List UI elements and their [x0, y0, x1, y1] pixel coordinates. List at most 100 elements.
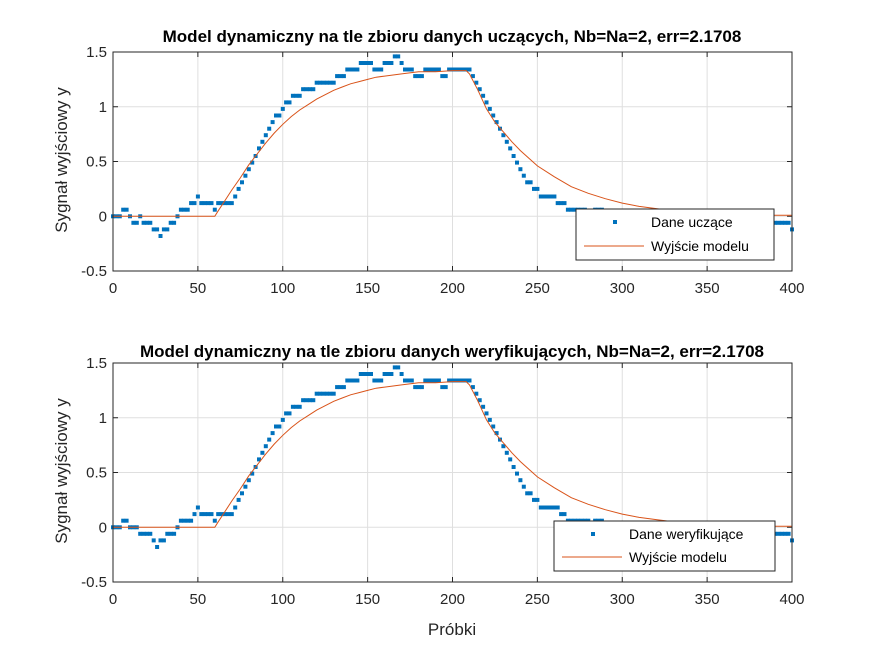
legend-box	[553, 520, 776, 572]
x-tick-label: 200	[440, 280, 465, 297]
data-point	[440, 385, 445, 390]
data-point	[331, 80, 336, 85]
data-point	[436, 378, 441, 383]
legend-label-data: Dane weryfikujące	[629, 526, 744, 542]
data-point	[260, 450, 265, 455]
legend-marker-data	[591, 532, 595, 536]
x-tick-label: 350	[695, 591, 720, 608]
data-point	[172, 220, 177, 225]
data-point	[172, 531, 177, 536]
data-point	[294, 404, 299, 409]
data-point	[389, 61, 394, 65]
data-point	[284, 100, 289, 105]
data-point	[182, 207, 187, 212]
data-point	[134, 220, 139, 225]
data-point	[250, 471, 255, 476]
data-point	[392, 365, 397, 370]
data-point	[141, 220, 146, 225]
data-point	[324, 391, 329, 396]
data-point	[555, 201, 560, 206]
x-tick-label: 150	[355, 280, 380, 297]
x-tick-label: 100	[270, 280, 295, 297]
data-point	[192, 512, 197, 517]
data-point	[355, 378, 360, 383]
data-point	[386, 372, 390, 376]
data-point	[423, 378, 428, 383]
data-point	[776, 220, 781, 225]
data-point	[372, 67, 377, 72]
data-point	[226, 512, 231, 517]
data-point	[481, 93, 486, 98]
data-point	[542, 194, 547, 199]
data-point	[542, 505, 547, 510]
data-point	[223, 201, 227, 206]
data-point	[559, 512, 564, 517]
x-tick-label: 250	[525, 591, 550, 608]
data-point	[314, 80, 319, 85]
data-point	[267, 437, 272, 442]
data-point	[277, 424, 282, 429]
data-point	[409, 67, 414, 72]
data-point	[274, 424, 278, 429]
data-point	[189, 201, 194, 206]
data-point	[508, 146, 513, 151]
data-point	[348, 378, 353, 383]
data-point	[447, 67, 452, 72]
data-point	[192, 201, 197, 206]
data-point	[165, 531, 170, 536]
data-point	[484, 100, 489, 105]
data-point	[341, 74, 346, 79]
data-point	[168, 531, 173, 536]
chart-title: Model dynamiczny na tle zbioru danych uc…	[163, 27, 742, 46]
data-point	[199, 512, 204, 517]
data-point	[121, 207, 126, 212]
data-point	[294, 93, 299, 98]
data-point	[535, 186, 540, 191]
data-point	[504, 450, 509, 455]
data-point	[532, 497, 536, 502]
data-point	[450, 378, 455, 383]
data-point	[318, 391, 323, 396]
data-point	[338, 74, 343, 79]
data-point	[549, 194, 553, 199]
data-point	[491, 113, 496, 118]
data-point	[525, 491, 530, 496]
data-point	[348, 67, 353, 72]
data-point	[549, 505, 553, 510]
data-point	[436, 67, 441, 72]
data-point	[304, 87, 309, 92]
subplot-validation: Model dynamiczny na tle zbioru danych we…	[52, 342, 805, 639]
data-point	[321, 80, 326, 85]
x-tick-label: 50	[190, 591, 207, 608]
data-point	[426, 378, 431, 383]
data-point	[508, 457, 513, 462]
data-point	[545, 194, 550, 199]
data-point	[528, 180, 533, 185]
data-point	[572, 207, 577, 212]
data-point	[158, 234, 163, 238]
data-point	[419, 385, 424, 390]
data-point	[521, 484, 526, 489]
data-point	[443, 74, 448, 79]
data-point	[335, 385, 340, 390]
data-point	[212, 518, 217, 523]
data-point	[257, 457, 261, 462]
data-point	[440, 74, 445, 79]
data-point	[457, 378, 462, 383]
data-point	[155, 227, 160, 232]
data-point	[474, 391, 479, 396]
y-tick-label: 0.5	[86, 465, 107, 482]
x-tick-label: 350	[695, 280, 720, 297]
data-point	[287, 411, 292, 416]
data-point	[267, 126, 272, 131]
data-point	[277, 113, 282, 118]
data-point	[318, 80, 323, 85]
data-point	[426, 67, 431, 72]
legend-label-model: Wyjście modelu	[651, 238, 749, 254]
data-point	[328, 391, 333, 396]
data-point	[430, 378, 435, 383]
data-point	[121, 518, 126, 523]
data-point	[284, 411, 289, 416]
data-point	[141, 531, 146, 536]
data-point	[565, 207, 570, 212]
